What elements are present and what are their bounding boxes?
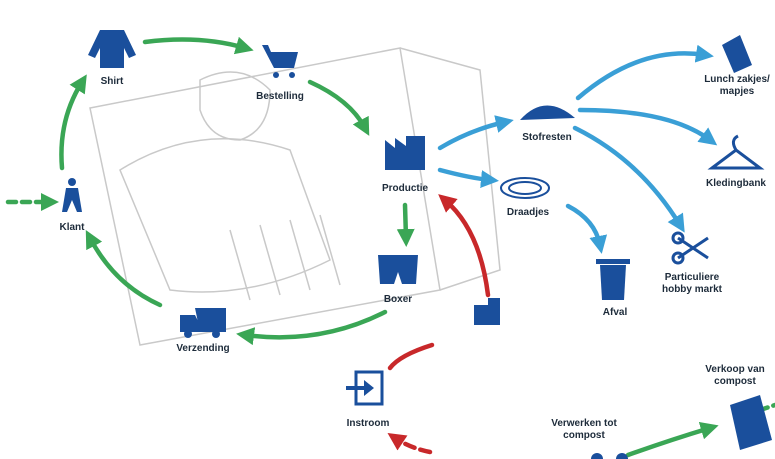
node-label: Verwerken tot (551, 418, 617, 429)
panel (435, 330, 775, 459)
node-label: Lunch zakjes/ (704, 74, 770, 85)
node-label: Klant (60, 222, 86, 233)
node-label: mapjes (720, 86, 755, 97)
node-label: Kledingbank (706, 178, 766, 189)
node-label: Productie (382, 183, 429, 194)
node-label: Stofresten (522, 132, 571, 143)
node-label: compost (563, 430, 605, 441)
node-label: Verkoop van (705, 364, 764, 375)
diagram: Shirt Bestelling Productie Boxer Verzending K… (0, 0, 775, 459)
node-label: Afval (603, 307, 628, 318)
node-label: Verzending (176, 343, 229, 354)
node-label: Shirt (101, 76, 124, 87)
node-label: Draadjes (507, 207, 550, 218)
node-label: Bestelling (256, 91, 304, 102)
node-label: hobby markt (662, 284, 723, 295)
node-label: Boxer (384, 294, 412, 305)
node-label: compost (714, 376, 756, 387)
node-label: Particuliere (665, 272, 720, 283)
node-label: Instroom (347, 418, 390, 429)
